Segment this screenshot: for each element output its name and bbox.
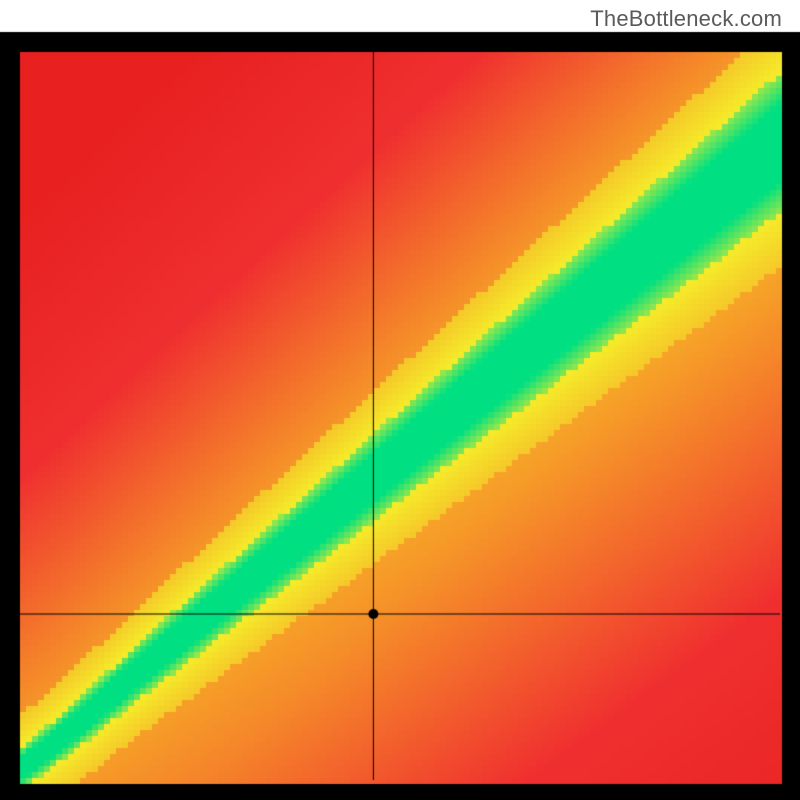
bottleneck-heatmap bbox=[0, 0, 800, 800]
watermark-text: TheBottleneck.com bbox=[590, 6, 782, 32]
